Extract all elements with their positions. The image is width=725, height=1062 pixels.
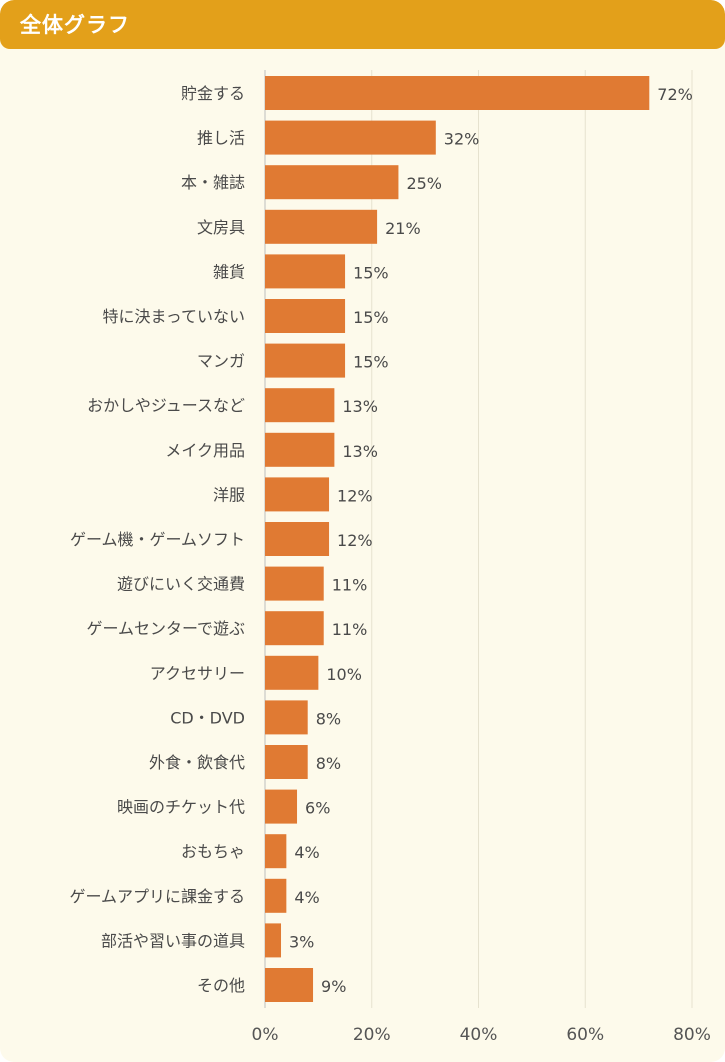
category-label: CD・DVD (170, 708, 245, 727)
bar (265, 700, 308, 735)
category-label: ゲームセンターで遊ぶ (86, 619, 245, 638)
bar (265, 343, 346, 378)
category-label: 特に決まっていない (102, 307, 245, 326)
bar (265, 789, 298, 824)
bar (265, 120, 436, 155)
category-label: 本・雑誌 (181, 173, 245, 192)
value-label: 3% (289, 932, 314, 951)
category-label: ゲームアプリに課金する (69, 887, 245, 906)
value-label: 72% (657, 85, 693, 104)
value-label: 13% (342, 442, 378, 461)
value-label: 21% (385, 219, 421, 238)
bar (265, 477, 330, 512)
category-label: 文房具 (197, 218, 245, 237)
category-label: マンガ (197, 352, 245, 371)
x-tick-label: 0% (252, 1025, 279, 1045)
value-label: 25% (406, 174, 442, 193)
category-label: 推し活 (197, 129, 245, 148)
bar (265, 522, 330, 556)
value-label: 8% (316, 754, 341, 773)
category-label: 外食・飲食代 (149, 753, 245, 772)
value-label: 9% (321, 977, 346, 996)
x-tick-label: 40% (460, 1025, 498, 1045)
category-label: その他 (197, 976, 245, 995)
bar (265, 834, 287, 869)
value-label: 15% (353, 263, 389, 282)
bar (265, 923, 282, 958)
value-label: 15% (353, 308, 389, 327)
x-tick-label: 20% (353, 1025, 391, 1045)
value-label: 11% (332, 620, 368, 639)
value-label: 10% (326, 665, 362, 684)
bar (265, 432, 335, 467)
bar (265, 968, 314, 1002)
value-label: 15% (353, 353, 389, 372)
bar (265, 76, 650, 110)
category-label: おもちゃ (181, 842, 245, 861)
bar (265, 878, 287, 913)
chart-title: 全体グラフ (20, 13, 130, 37)
value-label: 8% (316, 709, 341, 728)
bar (265, 165, 399, 200)
category-label: 貯金する (181, 84, 245, 103)
bar (265, 655, 319, 690)
value-label: 4% (294, 843, 319, 862)
category-label: 雑貨 (213, 262, 245, 281)
bar (265, 611, 324, 646)
category-label: メイク用品 (165, 441, 245, 460)
value-label: 12% (337, 486, 373, 505)
bar (265, 745, 308, 779)
value-label: 4% (294, 888, 319, 907)
bar (265, 299, 346, 333)
bar (265, 566, 324, 601)
bar (265, 388, 335, 423)
category-label: 洋服 (213, 485, 245, 504)
chart-header: 全体グラフ (0, 0, 725, 49)
value-label: 6% (305, 799, 330, 818)
category-label: 映画のチケット代 (117, 798, 245, 817)
bar (265, 209, 378, 244)
category-label: おかしやジュースなど (87, 396, 245, 415)
x-tick-label: 60% (566, 1025, 604, 1045)
bar (265, 254, 346, 289)
category-label: アクセサリー (150, 664, 245, 683)
value-label: 13% (342, 397, 378, 416)
category-label: ゲーム機・ゲームソフト (70, 530, 245, 549)
value-label: 11% (332, 576, 368, 595)
value-label: 12% (337, 531, 373, 550)
category-label: 遊びにいく交通費 (117, 575, 245, 594)
value-label: 32% (444, 130, 480, 149)
category-label: 部活や習い事の道具 (101, 931, 245, 950)
x-tick-label: 80% (673, 1025, 711, 1045)
